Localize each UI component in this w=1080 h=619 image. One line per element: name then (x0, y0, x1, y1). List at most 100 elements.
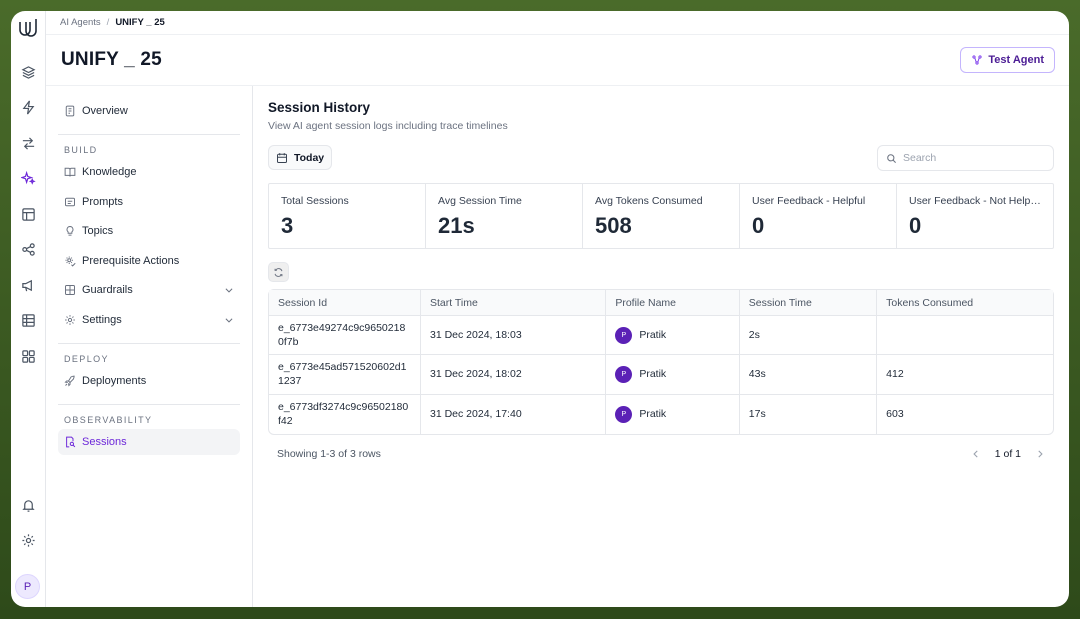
session-time-cell: 43s (739, 355, 878, 395)
search-placeholder: Search (903, 152, 937, 164)
profile-name: Pratik (639, 329, 667, 342)
stat-label: User Feedback - Helpful (752, 195, 866, 207)
gear-icon[interactable] (18, 530, 38, 550)
chevron-down-icon[interactable] (224, 315, 234, 325)
nav-item-topics[interactable]: Topics (58, 218, 240, 244)
column-header[interactable]: Tokens Consumed (877, 290, 1053, 316)
nav-item-deployments[interactable]: Deployments (58, 368, 240, 394)
agent-sidebar: Overview BUILD Knowledge Prompts Topics (46, 86, 253, 607)
cog-check-icon (65, 256, 76, 267)
nav-label: Prompts (82, 195, 123, 208)
section-title: Session History (268, 100, 371, 115)
table-row[interactable]: e_6773e45ad571520602d11237 31 Dec 2024, … (269, 355, 1053, 395)
chevron-right-icon[interactable] (1035, 449, 1045, 459)
avatar: P (615, 326, 633, 344)
session-id-cell[interactable]: e_6773e49274c9c96502180f7b (269, 316, 421, 356)
start-time-cell: 31 Dec 2024, 18:03 (421, 316, 607, 356)
stat-card: User Feedback - Not Helpful 0 (897, 184, 1053, 248)
pagination: 1 of 1 (971, 448, 1045, 460)
table-row[interactable]: e_6773df3274c9c96502180f42 31 Dec 2024, … (269, 394, 1053, 434)
nav-label: Knowledge (82, 166, 137, 178)
session-id-cell[interactable]: e_6773df3274c9c96502180f42 (269, 394, 421, 434)
file-search-icon (66, 436, 76, 448)
profile-cell: P Pratik (606, 316, 740, 356)
page-header: UNIFY _ 25 Test Agent (46, 35, 1069, 86)
nav-section-deploy: DEPLOY (64, 353, 109, 364)
breadcrumb-parent[interactable]: AI Agents (60, 17, 101, 28)
chevron-down-icon[interactable] (224, 285, 234, 295)
nav-section-observability: OBSERVABILITY (64, 414, 153, 425)
nav-item-sessions[interactable]: Sessions (58, 428, 240, 455)
nav-label: Prerequisite Actions (82, 254, 180, 267)
start-time-cell: 31 Dec 2024, 18:02 (421, 355, 607, 395)
flask-icon (972, 55, 982, 65)
refresh-button[interactable] (268, 262, 289, 282)
arrow-right-icon[interactable] (18, 133, 38, 153)
stat-label: Avg Session Time (438, 195, 522, 207)
nav-item-settings[interactable]: Settings (58, 307, 240, 333)
lightbulb-icon (66, 226, 74, 236)
page-indicator: 1 of 1 (994, 447, 1021, 460)
lightning-icon[interactable] (18, 97, 38, 117)
nav-label: Overview (82, 105, 128, 117)
profile-cell: P Pratik (606, 394, 740, 434)
nav-divider (58, 134, 240, 135)
nav-item-knowledge[interactable]: Knowledge (58, 159, 240, 185)
bell-icon[interactable] (18, 495, 38, 515)
row-count-text: Showing 1-3 of 3 rows (277, 447, 381, 460)
stat-card: Avg Session Time 21s (426, 184, 583, 248)
stats-row: Total Sessions 3 Avg Session Time 21s Av… (268, 183, 1054, 249)
stat-value: 0 (752, 213, 765, 238)
breadcrumb-current: UNIFY _ 25 (115, 17, 165, 28)
column-header[interactable]: Profile Name (606, 290, 740, 316)
calendar-icon (277, 152, 287, 163)
stat-card: User Feedback - Helpful 0 (740, 184, 897, 248)
nav-item-guardrails[interactable]: Guardrails (58, 277, 240, 303)
column-header[interactable]: Start Time (421, 290, 607, 316)
megaphone-icon[interactable] (18, 275, 38, 295)
nav-label: Topics (82, 225, 114, 238)
stat-value: 0 (909, 213, 922, 238)
share-icon[interactable] (18, 239, 38, 259)
chevron-left-icon[interactable] (971, 449, 981, 459)
sparkles-icon[interactable] (18, 168, 38, 188)
main-area: AI Agents / UNIFY _ 25 UNIFY _ 25 Test A… (46, 11, 1069, 607)
nav-item-prompts[interactable]: Prompts (58, 189, 240, 215)
search-input[interactable]: Search (877, 145, 1054, 171)
date-filter-label: Today (294, 151, 325, 164)
test-agent-button[interactable]: Test Agent (960, 47, 1055, 73)
start-time-cell: 31 Dec 2024, 17:40 (421, 394, 607, 434)
user-avatar[interactable]: P (15, 574, 40, 599)
column-header[interactable]: Session Time (739, 290, 878, 316)
section-subtitle: View AI agent session logs including tra… (268, 120, 508, 132)
message-box-icon (65, 197, 75, 206)
stat-label: Total Sessions (281, 195, 349, 207)
nav-item-prerequisite-actions[interactable]: Prerequisite Actions (58, 248, 240, 274)
book-icon (64, 167, 76, 177)
layers-icon[interactable] (18, 62, 38, 82)
profile-name: Pratik (639, 368, 667, 381)
stat-label: Avg Tokens Consumed (595, 195, 703, 207)
page-title: UNIFY _ 25 (61, 49, 162, 70)
test-agent-label: Test Agent (988, 54, 1044, 66)
sessions-table: Session Id Start Time Profile Name Sessi… (268, 289, 1054, 435)
nav-divider (58, 342, 240, 344)
nav-item-overview[interactable]: Overview (58, 98, 240, 124)
profile-name: Pratik (639, 408, 667, 421)
table-row[interactable]: e_6773e49274c9c96502180f7b 31 Dec 2024, … (269, 316, 1053, 356)
session-time-cell: 17s (740, 394, 878, 434)
nav-label: Sessions (82, 435, 127, 448)
layout-icon[interactable] (18, 204, 38, 224)
nav-label: Deployments (82, 374, 147, 387)
session-id-cell[interactable]: e_6773e45ad571520602d11237 (269, 355, 421, 395)
table-icon[interactable] (18, 310, 38, 330)
date-filter-button[interactable]: Today (268, 145, 333, 170)
grid-icon[interactable] (18, 346, 38, 366)
session-history-panel: Session History View AI agent session lo… (253, 86, 1069, 607)
app-logo-icon[interactable] (14, 15, 42, 43)
table-footer: Showing 1-3 of 3 rows 1 of 1 (268, 448, 1054, 460)
stat-value: 3 (281, 213, 294, 238)
column-header[interactable]: Session Id (269, 290, 421, 316)
grid-box-icon (65, 285, 75, 296)
nav-label: Guardrails (82, 284, 133, 297)
